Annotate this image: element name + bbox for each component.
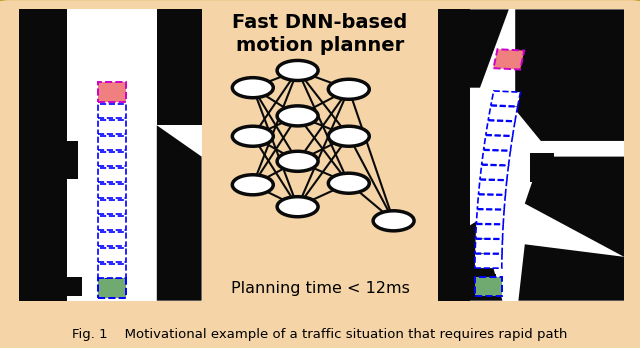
Bar: [438, 9, 470, 301]
Bar: [484, 135, 513, 150]
Bar: [97, 232, 127, 246]
FancyBboxPatch shape: [0, 0, 640, 316]
Circle shape: [277, 151, 318, 171]
Bar: [97, 264, 127, 278]
Bar: [476, 209, 504, 224]
Circle shape: [328, 126, 369, 146]
Bar: [477, 195, 506, 209]
Bar: [482, 150, 510, 165]
Bar: [97, 120, 127, 134]
Bar: [480, 165, 508, 180]
Bar: [493, 49, 524, 70]
Bar: [475, 239, 502, 253]
Bar: [97, 82, 127, 102]
Text: Fast DNN-based
motion planner: Fast DNN-based motion planner: [232, 13, 408, 55]
Bar: [97, 136, 127, 150]
Bar: [491, 91, 520, 106]
Bar: [470, 16, 496, 33]
Circle shape: [232, 126, 273, 146]
Bar: [586, 16, 611, 33]
Circle shape: [328, 79, 369, 99]
Bar: [488, 106, 518, 121]
Polygon shape: [438, 9, 509, 88]
Bar: [58, 277, 82, 296]
Polygon shape: [515, 9, 624, 141]
Polygon shape: [525, 157, 624, 257]
Bar: [479, 180, 507, 195]
Circle shape: [328, 173, 369, 193]
Bar: [470, 274, 496, 299]
Bar: [97, 184, 127, 198]
Bar: [530, 153, 554, 182]
Polygon shape: [518, 244, 624, 301]
Bar: [97, 152, 127, 166]
Bar: [97, 200, 127, 214]
Polygon shape: [157, 125, 202, 301]
Bar: [97, 168, 127, 182]
Circle shape: [232, 78, 273, 98]
Circle shape: [277, 61, 318, 80]
Bar: [97, 216, 127, 230]
Bar: [486, 120, 515, 136]
Circle shape: [373, 211, 414, 231]
Bar: [438, 9, 624, 301]
Bar: [202, 9, 438, 301]
Bar: [51, 141, 78, 179]
Bar: [97, 104, 127, 118]
Bar: [475, 254, 502, 268]
Bar: [97, 278, 127, 298]
Bar: [475, 277, 502, 296]
Text: Planning time < 12ms: Planning time < 12ms: [230, 280, 410, 296]
Circle shape: [232, 175, 273, 195]
Bar: [19, 9, 67, 301]
Text: Fig. 1    Motivational example of a traffic situation that requires rapid path: Fig. 1 Motivational example of a traffic…: [72, 327, 568, 341]
Circle shape: [277, 197, 318, 217]
Bar: [19, 9, 202, 301]
Bar: [476, 224, 503, 239]
Bar: [157, 9, 202, 125]
Bar: [97, 248, 127, 262]
Polygon shape: [438, 219, 502, 301]
Circle shape: [277, 106, 318, 126]
